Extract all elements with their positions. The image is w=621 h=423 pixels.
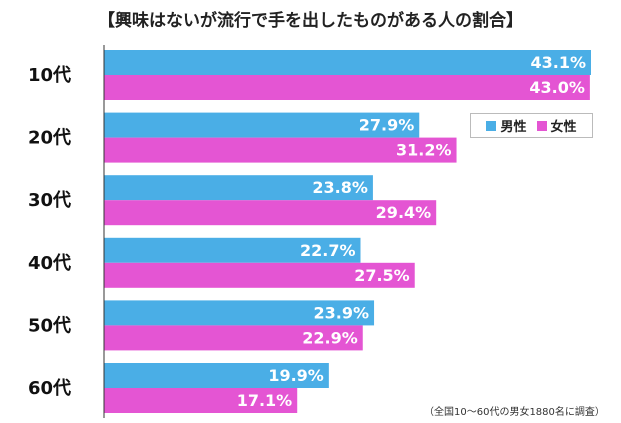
bar-female-5: [104, 325, 363, 351]
legend-item-female: 女性: [536, 116, 577, 135]
bar-female-6: [104, 388, 298, 413]
data-label-female-3: 29.4%: [376, 203, 432, 222]
bar-male-6: [104, 363, 329, 388]
legend-label-male: 男性: [500, 120, 527, 135]
data-label-female-5: 22.9%: [302, 328, 358, 347]
data-label-male-4: 22.7%: [300, 241, 356, 260]
category-label-2: 20代: [28, 128, 71, 149]
data-label-female-2: 31.2%: [396, 141, 452, 160]
legend-swatch-female: [536, 120, 547, 131]
bar-male-3: [104, 175, 373, 201]
category-label-3: 30代: [28, 190, 71, 211]
bar-male-1: [104, 50, 591, 75]
data-label-male-2: 27.9%: [359, 116, 415, 135]
data-label-female-1: 43.0%: [529, 78, 585, 97]
bar-male-2: [104, 112, 420, 138]
data-label-male-6: 19.9%: [268, 366, 324, 385]
legend: 男性 女性: [470, 113, 593, 138]
bar-female-1: [104, 75, 590, 100]
category-label-4: 40代: [28, 253, 71, 274]
category-label-1: 10代: [28, 65, 71, 86]
bar-male-5: [104, 300, 375, 326]
bar-female-2: [104, 137, 457, 163]
category-label-5: 50代: [28, 315, 71, 336]
bars-layer: 43.1% 43.0% 27.9% 31.2% 23.8% 29.4% 22.7% 27.5%…: [104, 50, 591, 413]
legend-label-female: 女性: [550, 120, 577, 135]
data-label-female-4: 27.5%: [354, 266, 410, 285]
legend-item-male: 男性: [486, 116, 527, 135]
data-label-male-1: 43.1%: [530, 53, 586, 72]
bar-female-4: [104, 262, 415, 288]
legend-swatch-male: [486, 120, 497, 131]
data-label-male-3: 23.8%: [312, 178, 368, 197]
bar-male-4: [104, 237, 361, 263]
data-label-male-5: 23.9%: [314, 303, 370, 322]
bar-female-3: [104, 200, 437, 226]
survey-note: （全国10〜60代の男女1880名に調査）: [424, 407, 605, 418]
data-label-female-6: 17.1%: [237, 391, 293, 410]
category-label-6: 60代: [28, 378, 71, 399]
chart-title: 【興味はないが流行で手を出したものがある人の割合】: [98, 11, 523, 31]
